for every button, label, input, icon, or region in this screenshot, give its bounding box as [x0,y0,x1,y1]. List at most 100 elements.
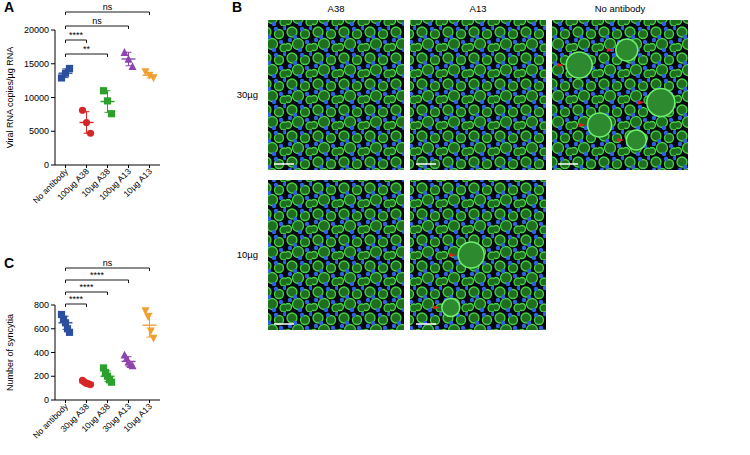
x-tick [65,165,66,168]
micrograph [552,20,688,170]
x-tick-label: 10µg A13 [121,166,154,199]
significance-label: ns [103,2,113,12]
scale-bar [416,163,436,165]
syncytium [626,130,646,150]
data-point [108,110,115,117]
y-tick-label: 600 [34,324,49,334]
x-tick-label: 10µg A13 [121,401,154,434]
row-label: 10µg [237,249,258,260]
y-tick [51,328,55,329]
scale-bar [416,323,436,325]
micrograph [268,20,404,170]
significance-label: ns [103,258,113,268]
significance-bracket [66,40,87,43]
y-tick-label: 0 [44,395,49,405]
panel-letter: A [4,0,14,15]
panel-letter: B [232,0,242,15]
mean-line [143,324,157,325]
y-tick [51,305,55,306]
significance-bracket [66,12,150,15]
data-point [125,55,133,63]
y-tick [51,400,55,401]
data-point [108,379,115,386]
syncytium [458,242,484,268]
significance-bracket [66,304,87,307]
figure: A 0 5000 10000 15000 20000 Viral RNA copies/µg… [0,0,750,455]
significance-label: ns [92,16,102,26]
syncytium [647,89,675,117]
micrograph [410,180,546,330]
row-label: 30µg [237,89,258,100]
x-tick [128,165,129,168]
x-tick [86,165,87,168]
scale-bar [558,163,578,165]
data-point [121,48,129,56]
scale-bar [274,163,294,165]
data-point [150,335,158,343]
arrow [617,138,624,142]
data-point [129,62,137,70]
y-axis-title: Viral RNA copies/µg RNA [5,47,15,149]
significance-label: **** [90,270,105,280]
syncytium [566,52,592,78]
arrow [638,101,645,105]
x-tick [107,165,108,168]
arrow [579,123,586,127]
image-panel: BA38A13No antibody30µg10µg [232,0,688,330]
marks [58,48,158,137]
x-tick [107,400,108,403]
data-point [66,65,73,72]
significance-bracket [66,26,129,29]
y-tick-label: 5000 [29,126,49,136]
error-bar [84,112,90,134]
y-tick-label: 200 [34,371,49,381]
y-tick-label: 400 [34,348,49,358]
micrograph [410,20,546,170]
syncytium [442,299,460,317]
x-tick [149,165,150,168]
data-point [129,361,137,369]
y-tick [51,97,55,98]
y-tick [51,376,55,377]
y-tick-label: 10000 [24,93,49,103]
significance-bracket [66,268,150,271]
significance-bracket [66,54,108,57]
y-tick-label: 15000 [24,59,49,69]
y-tick-label: 0 [44,160,49,170]
arrow [433,306,440,310]
significance-bracket [66,280,129,283]
column-label: No antibody [595,3,646,14]
data-point [87,381,94,388]
data-point [83,119,90,126]
data-point [79,107,86,114]
data-point [150,74,158,82]
y-tick [51,63,55,64]
scale-bar [274,323,294,325]
marks [58,307,158,388]
significance-label: ** [83,44,91,54]
x-tick [149,400,150,403]
y-tick-label: 800 [34,300,49,310]
y-tick-label: 20000 [24,25,49,35]
panel-letter: C [4,255,14,271]
y-tick [51,30,55,31]
significance-label: **** [69,294,84,304]
significance-label: **** [79,282,94,292]
micrograph [268,180,404,330]
data-point [104,97,111,104]
y-tick [51,165,55,166]
y-axis-title: Number of syncytia [5,314,15,391]
arrow [607,48,614,52]
x-tick [128,400,129,403]
data-point [147,328,155,336]
chart-panel: A 0 5000 10000 15000 20000 Viral RNA copies/µg… [4,0,160,205]
data-point [144,313,152,321]
y-tick [51,131,55,132]
arrow [449,253,456,257]
x-tick [86,400,87,403]
data-point [66,329,73,336]
column-label: A38 [328,3,345,14]
syncytium [616,39,638,61]
arrow [557,63,564,67]
significance-label: **** [69,30,84,40]
